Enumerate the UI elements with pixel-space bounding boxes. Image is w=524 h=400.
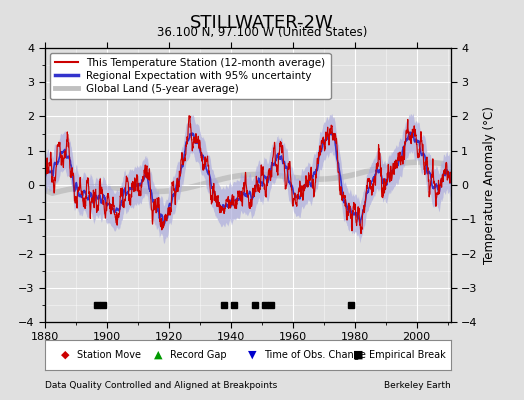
Text: Data Quality Controlled and Aligned at Breakpoints: Data Quality Controlled and Aligned at B… xyxy=(45,381,277,390)
Legend: This Temperature Station (12-month average), Regional Expectation with 95% uncer: This Temperature Station (12-month avera… xyxy=(50,53,331,99)
Text: Berkeley Earth: Berkeley Earth xyxy=(384,381,451,390)
Text: Empirical Break: Empirical Break xyxy=(369,350,446,360)
Text: Station Move: Station Move xyxy=(77,350,141,360)
Text: ■: ■ xyxy=(353,350,364,360)
Text: Time of Obs. Change: Time of Obs. Change xyxy=(264,350,366,360)
Text: 36.100 N, 97.100 W (United States): 36.100 N, 97.100 W (United States) xyxy=(157,26,367,39)
Text: STILLWATER-2W: STILLWATER-2W xyxy=(190,14,334,32)
Text: ▲: ▲ xyxy=(154,350,162,360)
Text: ◆: ◆ xyxy=(61,350,69,360)
Text: Record Gap: Record Gap xyxy=(170,350,227,360)
Text: ▼: ▼ xyxy=(247,350,256,360)
Y-axis label: Temperature Anomaly (°C): Temperature Anomaly (°C) xyxy=(483,106,496,264)
